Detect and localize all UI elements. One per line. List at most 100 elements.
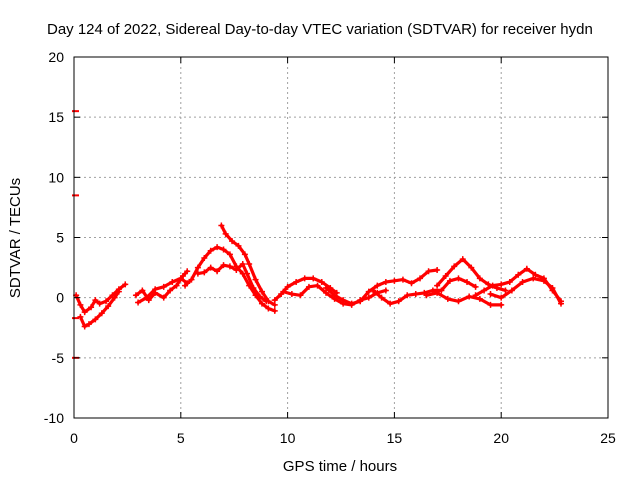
data-point xyxy=(382,279,389,286)
data-point xyxy=(378,294,385,301)
data-point xyxy=(284,283,291,290)
data-point xyxy=(438,287,445,294)
data-point xyxy=(391,277,398,284)
data-series xyxy=(72,110,565,359)
data-point xyxy=(365,288,372,295)
data-point xyxy=(487,301,494,308)
data-point xyxy=(139,287,146,294)
data-point xyxy=(207,247,214,254)
y-axis-label: SDTVAR / TECUs xyxy=(7,178,24,298)
data-point xyxy=(160,294,167,301)
data-point xyxy=(81,323,88,330)
data-point xyxy=(444,295,451,302)
data-point xyxy=(459,256,466,263)
data-point xyxy=(152,286,159,293)
data-point xyxy=(201,254,208,261)
data-point xyxy=(92,297,99,304)
series-line-track-m xyxy=(424,291,503,307)
data-point xyxy=(468,264,475,271)
data-point xyxy=(220,246,227,253)
data-point xyxy=(532,271,539,278)
data-point xyxy=(387,300,394,307)
x-tick-label: 10 xyxy=(280,430,296,446)
data-point xyxy=(502,287,509,294)
data-point xyxy=(340,297,347,304)
data-point xyxy=(455,275,462,282)
data-point xyxy=(523,265,530,272)
data-point xyxy=(466,293,473,300)
data-point xyxy=(194,270,201,277)
data-point xyxy=(464,279,471,286)
data-point xyxy=(423,292,430,299)
data-point xyxy=(301,275,308,282)
data-point xyxy=(177,275,184,282)
data-point xyxy=(476,295,483,302)
data-point xyxy=(220,262,227,269)
y-tick-label: -5 xyxy=(52,350,65,366)
data-point xyxy=(241,251,248,258)
data-point xyxy=(399,276,406,283)
data-point xyxy=(256,293,263,300)
data-point xyxy=(111,294,118,301)
data-point xyxy=(455,298,462,305)
data-point xyxy=(235,242,242,249)
data-point xyxy=(472,283,479,290)
data-point xyxy=(318,279,325,286)
data-point xyxy=(214,268,221,275)
data-point xyxy=(229,238,236,245)
data-point xyxy=(442,273,449,280)
data-point xyxy=(519,279,526,286)
data-point xyxy=(115,288,122,295)
data-point xyxy=(412,291,419,298)
data-point xyxy=(472,292,479,299)
data-point xyxy=(226,251,233,258)
data-point xyxy=(549,285,556,292)
data-point xyxy=(293,279,300,286)
data-point xyxy=(408,280,415,287)
data-point xyxy=(331,292,338,299)
data-point xyxy=(222,230,229,237)
data-point xyxy=(297,292,304,299)
data-point xyxy=(498,281,505,288)
data-point xyxy=(167,287,174,294)
data-point xyxy=(250,285,257,292)
data-point xyxy=(271,307,278,314)
data-point xyxy=(558,300,565,307)
data-point xyxy=(173,282,180,289)
data-point xyxy=(81,309,88,316)
series-line-track-g xyxy=(196,262,268,303)
data-point xyxy=(88,304,95,311)
data-point xyxy=(487,291,494,298)
data-point xyxy=(425,268,432,275)
series-line-track-o xyxy=(488,276,563,306)
x-tick-label: 5 xyxy=(177,430,185,446)
data-point xyxy=(404,292,411,299)
data-point xyxy=(498,301,505,308)
data-point xyxy=(540,277,547,284)
y-tick-label: 5 xyxy=(56,230,64,246)
data-point xyxy=(160,283,167,290)
data-point xyxy=(214,244,221,251)
data-point xyxy=(280,288,287,295)
data-point xyxy=(258,288,265,295)
data-point xyxy=(77,313,84,320)
data-point xyxy=(451,263,458,270)
x-tick-label: 20 xyxy=(493,430,509,446)
y-tick-label: 15 xyxy=(48,109,64,125)
data-point xyxy=(365,294,372,301)
data-point xyxy=(169,279,176,286)
data-point xyxy=(105,303,112,310)
data-point xyxy=(135,299,142,306)
data-point xyxy=(357,298,364,305)
data-point xyxy=(271,297,278,304)
data-point xyxy=(252,276,259,283)
data-point xyxy=(194,264,201,271)
data-point xyxy=(96,300,103,307)
data-point xyxy=(188,276,195,283)
data-point xyxy=(382,287,389,294)
y-tick-label: 0 xyxy=(56,290,64,306)
data-point xyxy=(508,287,515,294)
chart-title: Day 124 of 2022, Sidereal Day-to-day VTE… xyxy=(47,21,593,38)
data-point xyxy=(184,268,191,275)
